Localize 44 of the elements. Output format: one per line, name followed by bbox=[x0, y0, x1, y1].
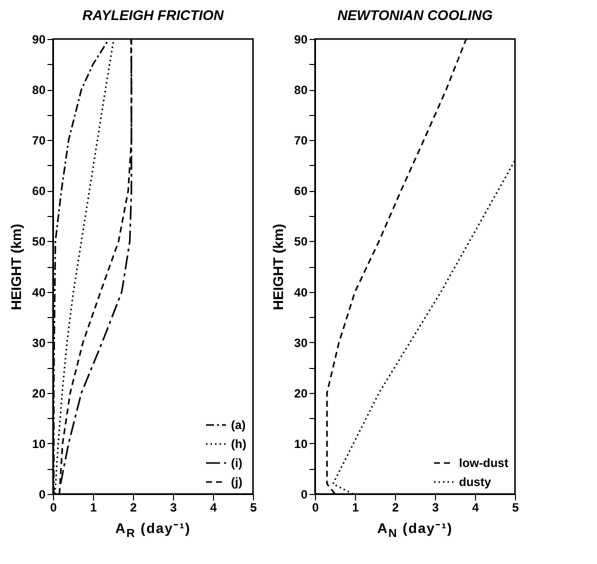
x-tick-label: 2 bbox=[392, 500, 400, 514]
x-tick-label: 3 bbox=[432, 500, 440, 514]
x-tick-label: 5 bbox=[512, 500, 520, 514]
chart-title: NEWTONIAN COOLING bbox=[337, 7, 493, 23]
x-tick-label: 1 bbox=[352, 500, 360, 514]
x-axis-title: A$_{N}$ (day⁻¹) bbox=[376, 519, 454, 540]
x-tick-label: 4 bbox=[210, 500, 218, 514]
y-tick-label: 80 bbox=[294, 83, 308, 98]
y-tick-label: 0 bbox=[300, 488, 308, 502]
y-tick-label: 10 bbox=[294, 436, 308, 451]
x-tick-label: 2 bbox=[130, 500, 138, 514]
y-tick-label: 50 bbox=[294, 234, 308, 249]
y-tick-label: 20 bbox=[294, 386, 308, 400]
y-tick-label: 0 bbox=[38, 488, 46, 502]
y-tick-label: 10 bbox=[32, 436, 46, 451]
y-tick-label: 90 bbox=[294, 32, 308, 46]
y-tick-label: 40 bbox=[32, 285, 46, 300]
x-tick-label: 0 bbox=[50, 500, 58, 514]
y-axis-title: HEIGHT (km) bbox=[270, 224, 286, 310]
x-tick-label: 4 bbox=[472, 500, 480, 514]
x-tick-label: 0 bbox=[312, 500, 320, 514]
x-tick-label: 3 bbox=[170, 500, 178, 514]
y-tick-label: 90 bbox=[32, 32, 46, 46]
y-tick-label: 30 bbox=[32, 336, 46, 350]
chart-title: RAYLEIGH FRICTION bbox=[82, 7, 225, 23]
legend-label: (a) bbox=[231, 418, 246, 432]
x-axis-title: A$_{R}$ (day⁻¹) bbox=[114, 519, 192, 540]
legend-label: (h) bbox=[231, 437, 246, 451]
y-tick-label: 80 bbox=[32, 83, 46, 98]
y-axis-title: HEIGHT (km) bbox=[8, 224, 24, 310]
x-tick-label: 1 bbox=[90, 500, 98, 514]
y-tick-label: 50 bbox=[32, 234, 46, 249]
y-tick-label: 30 bbox=[294, 336, 308, 350]
legend-label: low-dust bbox=[459, 456, 508, 470]
y-tick-label: 20 bbox=[32, 386, 46, 400]
y-tick-label: 60 bbox=[32, 184, 46, 198]
x-tick-label: 5 bbox=[250, 500, 258, 514]
y-tick-label: 60 bbox=[294, 184, 308, 198]
legend-label: dusty bbox=[459, 475, 492, 489]
y-tick-label: 70 bbox=[294, 134, 308, 148]
y-tick-label: 70 bbox=[32, 134, 46, 148]
y-tick-label: 40 bbox=[294, 285, 308, 300]
legend-label: (j) bbox=[231, 475, 242, 489]
legend-label: (i) bbox=[231, 456, 242, 470]
